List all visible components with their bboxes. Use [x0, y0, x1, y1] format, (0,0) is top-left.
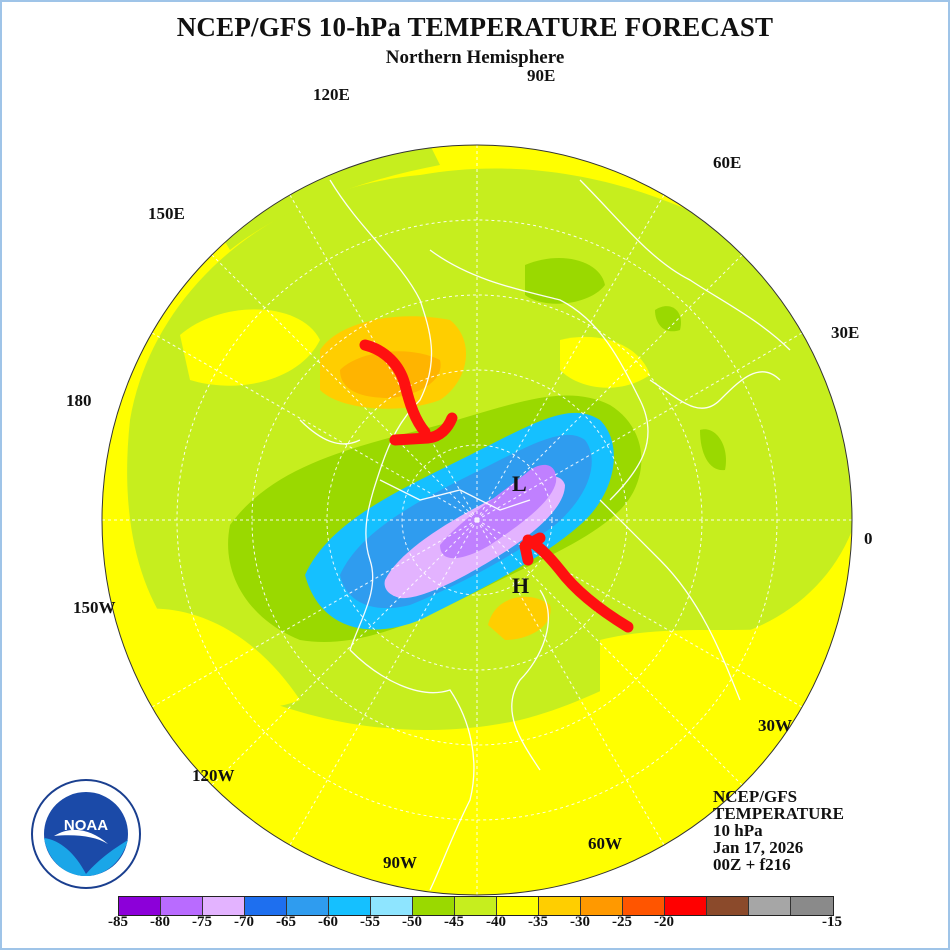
colorbar-label: -20 [654, 914, 674, 930]
graticule [102, 145, 852, 895]
colorbar-swatch [203, 897, 245, 915]
lon-label-150e: 150E [148, 204, 185, 223]
lon-label-90e: 90E [527, 66, 556, 85]
forecast-info-block: NCEP/GFS TEMPERATURE 10 hPa Jan 17, 2026… [713, 788, 844, 873]
lon-label-120e: 120E [313, 85, 350, 104]
colorbar-swatch [371, 897, 413, 915]
field-green-region [525, 257, 605, 304]
colorbar-label: -60 [318, 914, 338, 930]
annotation-arrow-lower [522, 534, 634, 633]
lon-label-120w: 120W [192, 766, 235, 785]
noaa-logo: NOAA [31, 779, 141, 889]
colorbar-label: -70 [234, 914, 254, 930]
low-pressure-center: L [512, 471, 527, 496]
field-orange-region [488, 596, 551, 640]
high-pressure-center: H [512, 573, 529, 598]
map-border [101, 144, 853, 896]
lon-label-90w: 90W [383, 853, 417, 872]
colorbar-swatch [497, 897, 539, 915]
colorbar-swatch [665, 897, 707, 915]
colorbar-label: -50 [402, 914, 422, 930]
lon-label-150w: 150W [73, 598, 116, 617]
info-cycle: 00Z + f216 [713, 855, 791, 874]
colorbar-labels: -85 -80 -75 -70 -65 -60 -55 -50 -45 -40 -35 -30 -25 -… [0, 914, 950, 936]
annotation-arrow-upper [359, 339, 431, 438]
field-yellow-patch [600, 620, 850, 727]
info-model: NCEP/GFS [713, 787, 798, 806]
colorbar-label: -55 [360, 914, 380, 930]
colorbar-label: -65 [276, 914, 296, 930]
lon-label-0: 0 [864, 529, 873, 548]
lon-label-60w: 60W [588, 834, 622, 853]
field-green-region [655, 306, 681, 332]
chart-subtitle: Northern Hemisphere [385, 47, 565, 68]
field-yellow-patch [130, 608, 300, 708]
colorbar-label: -25 [612, 914, 632, 930]
colorbar-swatch [539, 897, 581, 915]
colorbar-label: -45 [444, 914, 464, 930]
lon-label-30w: 30W [758, 716, 792, 735]
field-purple-core [440, 464, 557, 559]
colorbar-label: -75 [192, 914, 212, 930]
colorbar-swatch [413, 897, 455, 915]
colorbar-swatch [287, 897, 329, 915]
annotation-arrow-lower-head [519, 532, 546, 566]
info-field: TEMPERATURE [713, 804, 844, 823]
lon-label-30e: 30E [831, 323, 860, 342]
chart-title: NCEP/GFS 10-hPa TEMPERATURE FORECAST [176, 12, 774, 42]
lon-label-60e: 60E [713, 153, 742, 172]
annotation-arrow-upper-head [389, 412, 458, 446]
colorbar-swatch [455, 897, 497, 915]
colorbar-swatch [161, 897, 203, 915]
lon-label-180: 180 [66, 391, 92, 410]
colorbar-swatch [119, 897, 161, 915]
colorbar-label: -15 [822, 914, 842, 930]
colorbar-swatch [329, 897, 371, 915]
info-level: 10 hPa [713, 821, 763, 840]
noaa-logo-text: NOAA [64, 817, 108, 834]
colorbar-swatch [707, 897, 749, 915]
info-date: Jan 17, 2026 [713, 838, 804, 857]
colorbar-label: -80 [150, 914, 170, 930]
colorbar-label: -85 [108, 914, 128, 930]
colorbar-swatch [791, 897, 833, 915]
colorbar-swatch [749, 897, 791, 915]
colorbar-swatch [623, 897, 665, 915]
colorbar-label: -35 [528, 914, 548, 930]
field-orange-region [340, 351, 441, 398]
colorbar-swatch [581, 897, 623, 915]
coastlines [299, 179, 791, 891]
temperature-colorbar [118, 896, 834, 916]
annotation-arrows [359, 339, 634, 633]
field-green-region [700, 429, 726, 471]
colorbar-swatch [245, 897, 287, 915]
colorbar-label: -30 [570, 914, 590, 930]
colorbar-label: -40 [486, 914, 506, 930]
